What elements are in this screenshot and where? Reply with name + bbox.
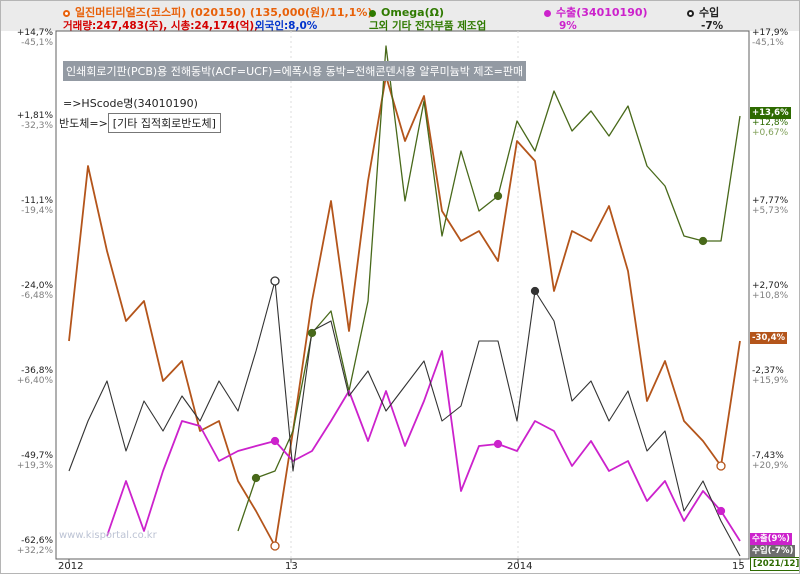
left-axis-label: -19,4% bbox=[21, 206, 53, 216]
export-percent-label: 9% bbox=[559, 20, 577, 32]
x-axis-label: 13 bbox=[285, 561, 298, 572]
series-price-line bbox=[68, 75, 741, 547]
omega-legend-label: Omega(Ω) bbox=[381, 6, 444, 19]
right-axis-label: +17,9% bbox=[752, 28, 789, 38]
left-axis-label: -6,48% bbox=[21, 291, 53, 301]
right-axis-label: +0,67% bbox=[752, 128, 789, 138]
right-badge: +13,6% bbox=[750, 107, 791, 119]
right-axis-label: +7,77% bbox=[752, 196, 789, 206]
series-omega-line bbox=[237, 45, 741, 532]
left-axis-label: -11,1% bbox=[21, 196, 53, 206]
left-axis-label: -36,8% bbox=[21, 366, 53, 376]
left-axis-label: -62,6% bbox=[21, 536, 53, 546]
import-percent-label: -7% bbox=[701, 20, 724, 32]
semiconductor-annotation-boxed: [기타 집적회로반도체] bbox=[107, 113, 221, 133]
industry-label: 그외 기타 전자부품 제조업 bbox=[369, 20, 487, 32]
right-axis-label: +20,9% bbox=[752, 461, 789, 471]
right-axis-label: -7,43% bbox=[752, 451, 784, 461]
export-legend-marker-icon bbox=[544, 10, 551, 17]
right-axis-label: +5,73% bbox=[752, 206, 789, 216]
semiconductor-annotation-prefix: 반도체=> bbox=[59, 117, 108, 130]
series-import-line bbox=[68, 280, 741, 557]
import-marker-icon bbox=[530, 286, 540, 296]
semiconductor-annotation: 반도체=> [기타 집적회로반도체] bbox=[59, 113, 221, 133]
left-axis-label: +19,3% bbox=[16, 461, 53, 471]
volume-marketcap-info: 거래량:247,483(주), 시총:24,174(억), bbox=[63, 20, 259, 32]
omega-legend-marker-icon bbox=[369, 10, 376, 17]
chart-header: 일진머티리얼즈(코스피) (020150) (135,000(원)/11,1%)… bbox=[1, 1, 799, 32]
right-axis-label: -2,37% bbox=[752, 366, 784, 376]
export-marker-icon bbox=[270, 436, 280, 446]
left-axis-label: +1,81% bbox=[16, 111, 53, 121]
price-legend-label: 일진머티리얼즈(코스피) (020150) (135,000(원)/11,1%) bbox=[75, 6, 373, 19]
foreign-ownership-info: 외국인:8,0% bbox=[255, 20, 318, 32]
import-legend-marker-icon bbox=[687, 10, 694, 17]
left-axis-label: -49,7% bbox=[21, 451, 53, 461]
right-badge: 수입(-7%) bbox=[750, 545, 796, 557]
right-axis-label: +15,9% bbox=[752, 376, 789, 386]
left-axis-label: -45,1% bbox=[21, 38, 53, 48]
right-axis-label: +2,70% bbox=[752, 281, 789, 291]
left-axis-label: -24,0% bbox=[21, 281, 53, 291]
omega-marker-icon bbox=[493, 191, 503, 201]
import-legend-label: 수입 bbox=[699, 6, 720, 19]
hscode-annotation: =>HScode명(34010190) bbox=[63, 97, 198, 110]
x-axis-label: 15 bbox=[732, 561, 745, 572]
left-axis-label: +6,40% bbox=[16, 376, 53, 386]
omega-marker-icon bbox=[251, 473, 261, 483]
watermark: www.kisportal.co.kr bbox=[59, 530, 157, 541]
import-marker-icon bbox=[270, 276, 280, 286]
price-legend-marker-icon bbox=[63, 10, 70, 17]
x-axis-label: 2012 bbox=[58, 561, 84, 572]
left-axis-label: -32,3% bbox=[21, 121, 53, 131]
export-legend-label: 수출(34010190) bbox=[556, 6, 648, 19]
right-badge: 수출(9%) bbox=[750, 533, 792, 545]
right-axis-label: +12,8% bbox=[752, 118, 789, 128]
left-axis-label: +14,7% bbox=[16, 28, 53, 38]
right-axis-label: -45,1% bbox=[752, 38, 784, 48]
export-marker-icon bbox=[716, 506, 726, 516]
price-marker-icon bbox=[270, 541, 280, 551]
left-axis-label: +32,2% bbox=[16, 546, 53, 556]
export-marker-icon bbox=[493, 439, 503, 449]
plot-frame bbox=[55, 30, 750, 560]
series-export-line bbox=[106, 350, 741, 542]
right-axis-label: +10,8% bbox=[752, 291, 789, 301]
omega-marker-icon bbox=[698, 236, 708, 246]
product-annotation: 인쇄회로기판(PCB)용 전해동박(ACF=UCF)=에폭시용 동박=전해콘덴서… bbox=[63, 61, 527, 81]
right-badge: [2021/12] bbox=[750, 557, 799, 571]
omega-marker-icon bbox=[307, 328, 317, 338]
price-marker-icon bbox=[716, 461, 726, 471]
x-axis-label: 2014 bbox=[507, 561, 533, 572]
right-badge: -30,4% bbox=[750, 332, 788, 344]
